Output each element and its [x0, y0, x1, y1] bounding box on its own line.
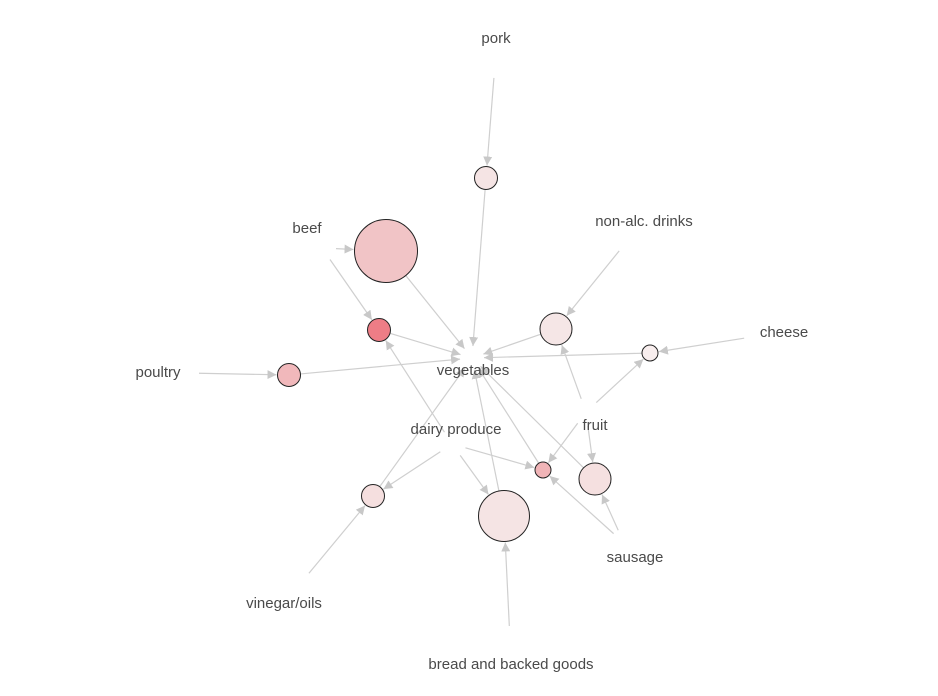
rule-node-r6[interactable] — [277, 363, 301, 387]
rule-node-r9[interactable] — [534, 461, 552, 479]
edge-dairy-produce-to-r3 — [385, 340, 445, 433]
edge-beef-to-r2 — [335, 244, 354, 254]
edge-sausage-to-r10 — [601, 494, 619, 531]
item-label-vegetables: vegetables — [437, 362, 510, 379]
rule-node-r2[interactable] — [354, 219, 418, 283]
item-label-layer: pork beef non-alc. drinks cheese poultry… — [135, 30, 808, 673]
item-label-non-alc-drinks: non-alc. drinks — [595, 213, 693, 230]
rule-node-r4[interactable] — [539, 312, 573, 346]
edge-fruit-to-r10 — [587, 425, 596, 463]
edge-non-alc-drinks-to-r4 — [566, 250, 620, 317]
edge-dairy-produce-to-r8 — [459, 454, 489, 495]
edge-fruit-to-r9 — [547, 422, 579, 464]
item-label-cheese: cheese — [760, 324, 808, 341]
edge-r2-to-vegetables — [405, 275, 465, 350]
item-label-vinegar-oils: vinegar/oils — [246, 595, 322, 612]
edge-sausage-to-r9 — [549, 475, 615, 535]
rule-node-r10[interactable] — [578, 462, 612, 496]
edge-dairy-produce-to-r7 — [383, 451, 441, 490]
item-label-dairy-produce: dairy produce — [411, 421, 502, 438]
edge-cheese-to-r5 — [658, 337, 745, 355]
edge-r4-to-vegetables — [483, 333, 542, 356]
edge-poultry-to-r6 — [198, 370, 277, 380]
edge-vinegar-oils-to-r7 — [308, 505, 366, 574]
edge-bread-to-r8 — [501, 542, 511, 627]
item-label-pork: pork — [481, 30, 511, 47]
item-label-beef: beef — [292, 220, 322, 237]
rule-node-r5[interactable] — [641, 344, 659, 362]
edge-r3-to-vegetables — [389, 332, 461, 357]
edge-r9-to-vegetables — [477, 367, 540, 464]
rule-node-r7[interactable] — [361, 484, 385, 508]
edge-r7-to-vegetables — [379, 367, 466, 488]
item-label-sausage: sausage — [607, 549, 664, 566]
edge-layer — [198, 77, 745, 627]
item-label-bread-and-backed-goods: bread and backed goods — [428, 656, 593, 673]
edge-dairy-produce-to-r9 — [465, 447, 535, 470]
edge-r1-to-vegetables — [469, 189, 486, 347]
edge-r5-to-vegetables — [483, 352, 643, 362]
edge-fruit-to-r5 — [595, 358, 644, 403]
edge-pork-to-r1 — [483, 77, 495, 166]
edge-r8-to-vegetables — [471, 369, 500, 492]
edge-r6-to-vegetables — [300, 355, 461, 375]
edge-beef-to-r3 — [329, 259, 373, 321]
edge-r10-to-vegetables — [480, 365, 585, 469]
item-label-poultry: poultry — [135, 364, 181, 381]
item-label-fruit: fruit — [582, 417, 608, 434]
rule-node-r1[interactable] — [474, 166, 498, 190]
rule-node-r3[interactable] — [367, 318, 391, 342]
rule-node-layer — [277, 166, 659, 542]
rule-node-r8[interactable] — [478, 490, 530, 542]
edge-fruit-to-r4 — [560, 344, 582, 400]
